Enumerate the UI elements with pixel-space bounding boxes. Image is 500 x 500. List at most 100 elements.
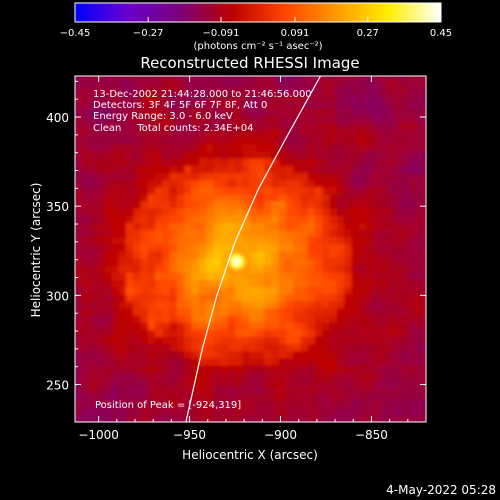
heatmap-cell <box>351 193 360 202</box>
heatmap-cell <box>162 400 171 409</box>
heatmap-cell <box>176 250 185 259</box>
heatmap-cell <box>242 414 251 422</box>
heatmap-cell <box>220 165 229 173</box>
heatmap-cell <box>336 150 345 159</box>
heatmap-cell <box>147 300 156 309</box>
heatmap-cell <box>96 286 105 295</box>
heatmap-cell <box>351 336 360 345</box>
heatmap-cell <box>235 293 243 302</box>
heatmap-cell <box>271 407 280 416</box>
heatmap-cell <box>147 207 156 216</box>
heatmap-cell <box>409 129 418 138</box>
heatmap-cell <box>96 265 105 273</box>
heatmap-cell <box>293 293 302 302</box>
heatmap-cell <box>424 193 426 202</box>
heatmap-cell <box>111 336 120 345</box>
heatmap-cell <box>162 143 171 152</box>
heatmap-cell <box>329 265 338 273</box>
heatmap-cell <box>329 350 338 359</box>
heatmap-cell <box>96 158 105 166</box>
heatmap-cell <box>104 236 112 245</box>
heatmap-cell <box>387 286 396 295</box>
heatmap-cell <box>344 222 353 230</box>
heatmap-cell <box>380 379 389 387</box>
heatmap-cell <box>125 172 134 181</box>
heatmap-cell <box>351 100 360 109</box>
heatmap-cell <box>155 257 163 266</box>
heatmap-cell <box>191 129 200 138</box>
heatmap-cell <box>293 336 302 345</box>
heatmap-cell <box>104 322 112 330</box>
heatmap-cell <box>380 229 389 238</box>
heatmap-cell <box>184 350 192 359</box>
heatmap-cell <box>300 272 309 280</box>
heatmap-cell <box>191 407 200 416</box>
heatmap-cell <box>264 129 273 138</box>
heatmap-cell <box>176 76 185 81</box>
heatmap-cell <box>416 150 425 159</box>
heatmap-cell <box>89 172 98 181</box>
heatmap-cell <box>235 76 243 81</box>
heatmap-cell <box>220 379 229 387</box>
heatmap-cell <box>118 336 127 345</box>
heatmap-cell <box>227 314 236 323</box>
heatmap-cell <box>409 286 418 295</box>
heatmap-cell <box>133 343 142 352</box>
heatmap-cell <box>169 222 178 230</box>
heatmap-cell <box>125 186 134 195</box>
heatmap-cell <box>416 207 425 216</box>
heatmap-cell <box>125 329 134 337</box>
heatmap-cell <box>256 329 265 337</box>
heatmap-cell <box>162 300 171 309</box>
heatmap-cell <box>155 307 163 316</box>
colorbar-unit-label: (photons cm⁻² s⁻¹ asec⁻²) <box>193 41 322 52</box>
heatmap-cell <box>380 200 389 209</box>
heatmap-cell <box>402 372 411 380</box>
heatmap-cell <box>82 186 91 195</box>
heatmap-cell <box>111 379 120 387</box>
heatmap-cell <box>162 186 171 195</box>
heatmap-cell <box>82 407 91 416</box>
heatmap-cell <box>329 193 338 202</box>
heatmap-cell <box>307 215 316 223</box>
heatmap-cell <box>249 329 258 337</box>
heatmap-cell <box>387 215 396 223</box>
heatmap-cell <box>104 350 112 359</box>
heatmap-cell <box>155 272 163 280</box>
heatmap-cell <box>300 193 309 202</box>
heatmap-cell <box>416 86 425 95</box>
heatmap-cell <box>104 393 112 402</box>
heatmap-cell <box>387 143 396 152</box>
heatmap-cell <box>227 414 236 422</box>
heatmap-cell <box>104 172 112 181</box>
heatmap-cell <box>264 222 273 230</box>
colorbar-tick-label: 0.45 <box>430 28 452 39</box>
heatmap-cell <box>344 86 353 95</box>
heatmap-cell <box>242 115 251 123</box>
heatmap-cell <box>365 179 374 188</box>
heatmap-cell <box>300 229 309 238</box>
heatmap-cell <box>184 279 192 288</box>
heatmap-cell <box>373 193 382 202</box>
heatmap-cell <box>155 293 163 302</box>
heatmap-cell <box>285 336 294 345</box>
heatmap-cell <box>125 393 134 402</box>
heatmap-cell <box>96 129 105 138</box>
heatmap-cell <box>220 272 229 280</box>
heatmap-cell <box>125 386 134 395</box>
heatmap-cell <box>155 400 163 409</box>
heatmap-cell <box>365 108 374 116</box>
heatmap-cell <box>227 222 236 230</box>
heatmap-cell <box>387 193 396 202</box>
heatmap-cell <box>409 307 418 316</box>
heatmap-cell <box>300 207 309 216</box>
heatmap-cell <box>140 136 149 145</box>
heatmap-cell <box>307 86 316 95</box>
heatmap-cell <box>271 336 280 345</box>
heatmap-cell <box>329 272 338 280</box>
heatmap-cell <box>329 207 338 216</box>
heatmap-cell <box>96 86 105 95</box>
heatmap-cell <box>118 414 127 422</box>
heatmap-cell <box>96 336 105 345</box>
heatmap-cell <box>235 165 243 173</box>
